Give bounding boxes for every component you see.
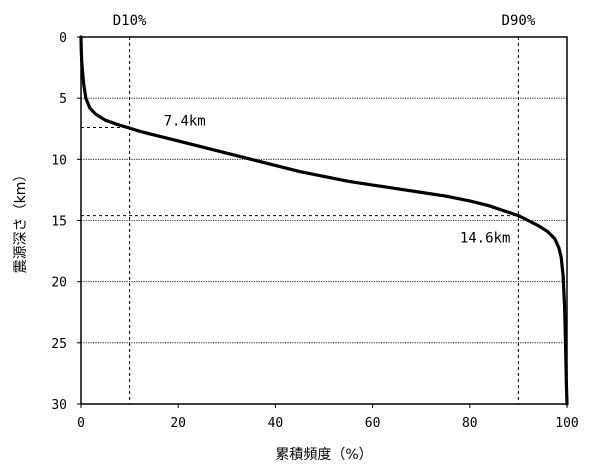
annotation-d10-depth: 7.4km: [164, 114, 206, 130]
x-tick-label-40: 40: [268, 416, 284, 431]
annotation-d90-depth: 14.6km: [460, 231, 511, 247]
x-axis-ticks: 0 20 40 60 80 100: [77, 404, 579, 431]
y-tick-label-15: 15: [51, 215, 67, 230]
x-tick-label-0: 0: [77, 416, 85, 431]
x-tick-label-100: 100: [555, 416, 578, 431]
annotation-d10: D10%: [113, 13, 147, 29]
y-tick-label-25: 25: [51, 337, 67, 352]
reference-lines: [81, 37, 519, 404]
grid: [81, 97, 567, 344]
annotation-d90: D90%: [502, 13, 536, 29]
y-tick-label-5: 5: [59, 92, 67, 107]
x-tick-label-80: 80: [462, 416, 478, 431]
x-tick-label-60: 60: [365, 416, 381, 431]
y-tick-label-10: 10: [51, 153, 67, 168]
y-axis-ticks: 0 5 10 15 20 25 30: [51, 31, 81, 413]
x-tick-label-20: 20: [170, 416, 186, 431]
y-tick-label-0: 0: [59, 31, 67, 46]
y-tick-label-30: 30: [51, 398, 67, 413]
depth-frequency-curve: [79, 35, 569, 406]
annotations: D10% D90% 7.4km 14.6km: [113, 13, 536, 247]
y-axis-title: 震源深さ（km）: [13, 168, 29, 274]
y-tick-label-20: 20: [51, 276, 67, 291]
x-axis-title: 累積頻度（%）: [275, 447, 372, 463]
